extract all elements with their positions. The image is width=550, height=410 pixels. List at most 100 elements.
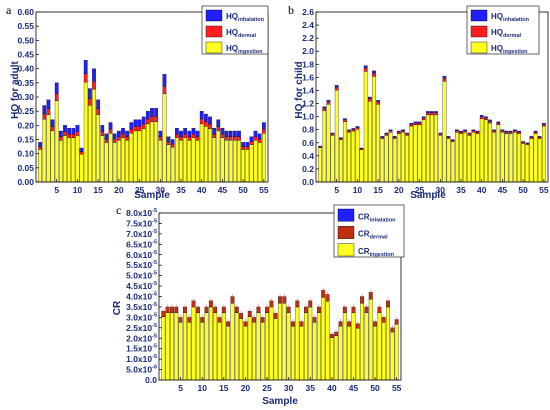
bar-segment-ingestion [226,326,231,381]
bar-segment-ingestion [183,312,187,381]
bar-segment-dermal [83,73,88,83]
y-tick-label: 0.45 [17,50,34,60]
bar-segment-dermal [162,86,167,94]
bar-segment-inhalation [154,108,158,117]
bar-segment-dermal [504,131,509,134]
bar-segment-ingestion [479,118,484,183]
legend-swatch-ingestion [470,41,488,54]
bar-segment-ingestion [108,133,113,183]
bar-segment-dermal [299,321,304,327]
x-tick-label: 55 [392,383,402,393]
bar-b-38 [471,129,476,183]
legend-label-inhalation: CRinhalation [358,212,396,223]
bar-segment-dermal [496,122,501,126]
bar-segment-dermal [199,118,204,125]
bar-segment-ingestion [260,322,265,381]
bar-segment-dermal [355,323,360,329]
bar-segment-inhalation [479,115,484,117]
legend-b: HQinhalation HQdermal HQingestion [466,5,540,55]
bar-a-11 [79,147,84,183]
bar-segment-inhalation [54,82,59,94]
panel-c: c CR Sample 0.05.0x10-61.0x10-51.5x10-52… [112,203,405,407]
bar-segment-dermal [154,116,158,122]
x-tick-label: 45 [349,383,359,393]
plot-area-a: 0.00 0.05 0.10 0.15 0.20 0.25 0.30 0.35 0.40 0.45… [17,7,268,195]
bar-a-25 [137,119,142,183]
panel-b: b HQ for child Sample 0.0 0.2 0.4 0.6 0.8 1.0… [288,3,549,201]
bar-segment-ingestion [166,144,171,183]
bar-segment-dermal [312,317,317,323]
bar-segment-dermal [245,146,250,150]
bar-segment-dermal [321,290,326,298]
bar-a-4 [50,119,55,183]
bar-segment-ingestion [517,133,521,183]
bar-segment-ingestion [100,135,105,183]
bar-segment-ingestion [347,132,351,183]
bar-segment-ingestion [496,124,501,183]
bar-segment-ingestion [359,149,364,183]
bar-b-22 [405,132,409,183]
bar-segment-dermal [318,146,322,148]
bar-segment-inhalation [204,113,208,122]
bar-segment-inhalation [504,130,509,133]
x-tick-label: 50 [238,185,248,195]
x-tick-label: 5 [178,383,183,393]
bar-segment-ingestion [446,138,451,183]
bar-segment-inhalation [253,130,258,137]
bar-segment-inhalation [133,119,138,127]
bar-b-41 [484,116,488,183]
bar-segment-inhalation [455,129,459,131]
bar-segment-dermal [158,136,163,141]
y-tick-label: 2.2 [302,33,314,43]
bar-segment-inhalation [529,136,534,138]
bar-b-18 [388,129,393,183]
bar-segment-dermal [438,133,443,136]
bar-a-9 [71,128,76,183]
bar-a-53 [253,130,258,183]
bar-segment-ingestion [217,322,222,381]
bar-c-3 [170,304,174,381]
bar-c-34 [304,304,308,381]
bar-segment-ingestion [112,142,117,183]
x-tick-label: 35 [176,185,186,195]
bar-segment-dermal [529,136,534,139]
bar-segment-dermal [347,321,352,327]
bar-c-6 [183,304,187,381]
bar-segment-inhalation [500,129,505,131]
bar-segment-ingestion [146,123,150,183]
bar-segment-ingestion [360,303,365,381]
bar-c-44 [347,319,352,381]
legend-c: CRinhalation CRdermal CRingestion [333,204,405,258]
bar-segment-dermal [471,130,476,133]
y-tick-label: 1.4 [302,85,314,95]
bar-segment-dermal [129,128,134,134]
bar-segment-dermal [325,294,330,302]
bar-b-7 [343,118,347,183]
bar-segment-ingestion [537,138,542,183]
x-tick-label: 5 [334,185,339,195]
legend-swatch-inhalation [470,9,488,22]
y-tick-label: 3.5x10-5 [126,302,157,312]
bar-segment-dermal [166,141,171,145]
bar-segment-ingestion [243,326,248,381]
bar-segment-dermal [450,140,455,142]
bar-segment-inhalation [347,129,351,131]
bar-segment-ingestion [245,149,250,183]
x-axis-title-b: Sample [410,190,446,201]
bar-a-28 [150,108,154,183]
bar-b-50 [521,141,525,183]
bar-segment-inhalation [355,126,360,128]
bar-segment-dermal [230,296,235,304]
bar-segment-dermal [381,317,386,323]
bar-a-17 [104,133,109,183]
bar-segment-inhalation [112,133,117,140]
bar-segment-dermal [463,130,467,133]
bar-c-10 [200,314,205,381]
bar-a-31 [162,74,167,183]
bar-segment-dermal [475,131,480,134]
bar-b-20 [397,130,401,183]
bar-c-21 [247,308,252,381]
bar-segment-inhalation [426,111,430,113]
legend-label-ingestion: HQingestion [491,44,528,55]
bar-segment-dermal [537,136,542,139]
